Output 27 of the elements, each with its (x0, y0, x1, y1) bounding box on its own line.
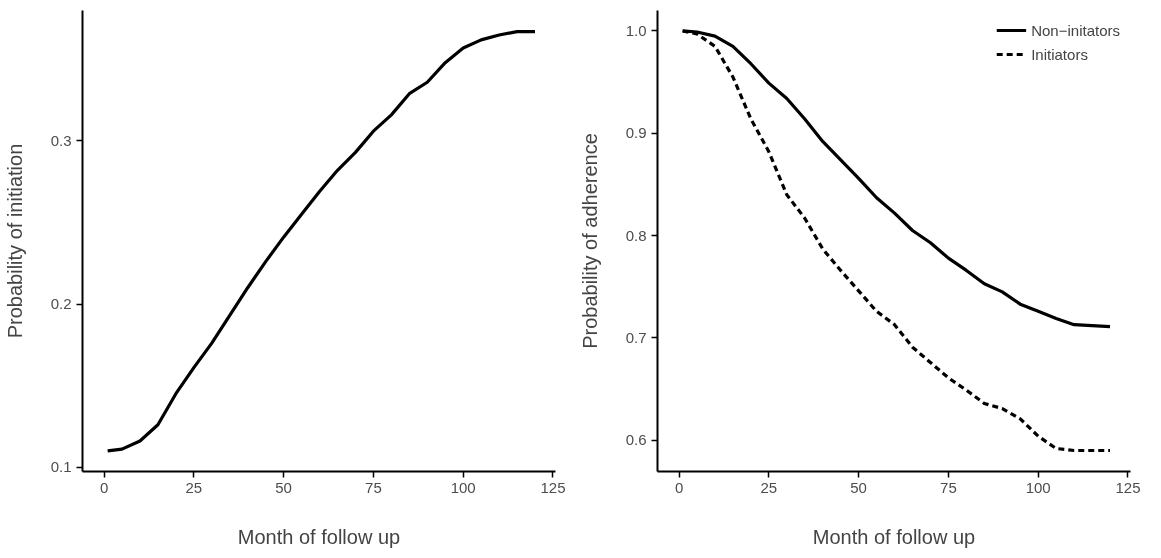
x-tick-label: 0 (99, 478, 109, 496)
x-tick-label: 125 (540, 478, 566, 496)
y-tick-label: 0.2 (50, 295, 72, 313)
line-series (106, 30, 537, 453)
y-tick-label: 1.0 (625, 21, 647, 39)
y-tick-label: 0.6 (625, 431, 647, 449)
legend-label: Initiators (1031, 45, 1088, 63)
x-tick-label: 75 (365, 478, 382, 496)
y-tick-label: 0.1 (50, 458, 72, 476)
x-tick-label: 100 (1025, 478, 1051, 496)
y-tick-label: 0.8 (625, 226, 647, 244)
y-axis-title: Probability of adherence (578, 133, 601, 349)
x-tick-label: 25 (760, 478, 778, 496)
x-axis-title: Month of follow up (237, 525, 401, 548)
y-tick-label: 0.3 (50, 131, 72, 149)
x-tick-label: 25 (185, 478, 203, 496)
y-tick-label: 0.9 (625, 124, 647, 142)
x-tick-label: 0 (674, 478, 684, 496)
x-tick-label: 50 (275, 478, 292, 496)
x-tick-label: 100 (450, 478, 476, 496)
x-tick-label: 75 (940, 478, 957, 496)
legend-label: Non−initators (1031, 21, 1120, 39)
x-tick-label: 50 (850, 478, 867, 496)
x-axis-title: Month of follow up (812, 525, 976, 548)
x-tick-label: 125 (1115, 478, 1141, 496)
y-tick-label: 0.7 (625, 328, 647, 346)
y-axis-title: Probability of initiation (3, 143, 26, 339)
